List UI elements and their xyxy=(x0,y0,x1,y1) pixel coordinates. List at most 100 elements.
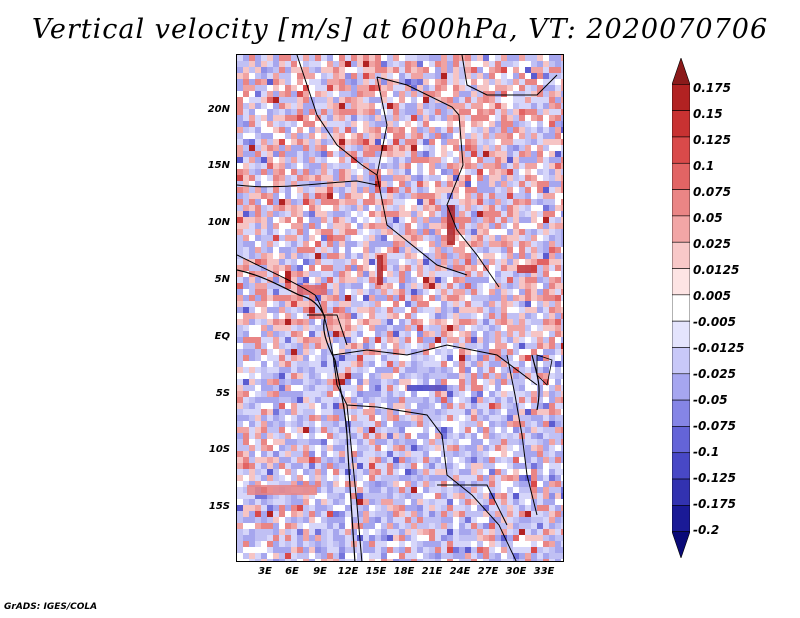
field-cell xyxy=(363,313,369,319)
field-cell xyxy=(285,253,291,259)
field-cell xyxy=(321,217,327,223)
field-cell xyxy=(453,355,459,361)
field-cell xyxy=(477,301,483,307)
field-cell xyxy=(327,397,333,403)
field-cell xyxy=(399,163,405,169)
field-cell xyxy=(387,205,393,211)
field-cell xyxy=(357,397,363,403)
field-cell xyxy=(369,223,375,229)
field-cell xyxy=(561,313,563,319)
field-cell xyxy=(483,451,489,457)
field-cell xyxy=(411,361,417,367)
field-cell xyxy=(303,415,309,421)
field-cell xyxy=(279,427,285,433)
field-cell xyxy=(423,373,429,379)
field-cell xyxy=(285,427,291,433)
field-cell xyxy=(363,247,369,253)
field-cell xyxy=(273,373,279,379)
field-cell xyxy=(531,331,537,337)
field-cell xyxy=(357,79,363,85)
field-cell xyxy=(297,109,303,115)
field-cell xyxy=(333,223,339,229)
field-cell xyxy=(285,115,291,121)
field-cell xyxy=(429,517,435,523)
field-cell xyxy=(525,367,531,373)
field-cell xyxy=(363,271,369,277)
field-cell xyxy=(549,547,555,553)
field-cell xyxy=(291,307,297,313)
field-cell xyxy=(555,421,561,427)
field-cell xyxy=(249,493,255,499)
field-cell xyxy=(249,361,255,367)
field-cell xyxy=(279,529,285,535)
field-cell xyxy=(393,295,399,301)
field-cell xyxy=(273,109,279,115)
field-cell xyxy=(453,103,459,109)
field-cell xyxy=(429,397,435,403)
field-cell xyxy=(345,103,351,109)
lon-tick: 24E xyxy=(449,566,471,577)
field-cell xyxy=(459,271,465,277)
field-cell xyxy=(453,271,459,277)
field-cell xyxy=(315,301,321,307)
field-cell xyxy=(513,427,519,433)
field-cell xyxy=(327,169,333,175)
field-cell xyxy=(411,187,417,193)
field-cell xyxy=(561,547,563,553)
field-cell xyxy=(423,541,429,547)
field-cell xyxy=(489,271,495,277)
field-cell xyxy=(543,307,549,313)
field-cell xyxy=(531,529,537,535)
field-cell xyxy=(357,85,363,91)
colorbar-swatch xyxy=(672,373,690,401)
field-cell xyxy=(471,187,477,193)
field-cell xyxy=(477,295,483,301)
field-cell xyxy=(471,133,477,139)
field-cell xyxy=(489,211,495,217)
colorbar-swatch xyxy=(672,294,690,322)
field-cell xyxy=(489,289,495,295)
field-cell xyxy=(237,61,243,67)
field-cell xyxy=(255,289,261,295)
field-cell xyxy=(321,277,327,283)
field-cell xyxy=(447,55,453,61)
field-cell xyxy=(249,421,255,427)
field-cell xyxy=(279,415,285,421)
field-cell xyxy=(513,151,519,157)
field-cell xyxy=(303,271,309,277)
field-cell xyxy=(381,493,387,499)
field-cell xyxy=(429,307,435,313)
field-cell xyxy=(513,193,519,199)
field-cell xyxy=(393,493,399,499)
field-cell xyxy=(369,319,375,325)
field-cell xyxy=(285,511,291,517)
field-cell xyxy=(555,307,561,313)
field-cell xyxy=(351,481,357,487)
field-cell xyxy=(489,85,495,91)
field-cell xyxy=(549,121,555,127)
field-cell xyxy=(435,61,441,67)
field-cell xyxy=(261,301,267,307)
field-cell xyxy=(291,427,297,433)
field-cell xyxy=(333,301,339,307)
field-cell xyxy=(267,547,273,553)
field-cell xyxy=(327,493,333,499)
field-cell xyxy=(303,235,309,241)
field-cell xyxy=(321,163,327,169)
field-cell xyxy=(555,391,561,397)
field-cell xyxy=(441,235,447,241)
field-cell xyxy=(399,205,405,211)
field-cell xyxy=(351,187,357,193)
field-cell xyxy=(297,241,303,247)
field-cell xyxy=(261,313,267,319)
field-cell xyxy=(471,247,477,253)
field-cell xyxy=(369,247,375,253)
field-cell xyxy=(279,439,285,445)
field-cell xyxy=(267,517,273,523)
field-cell xyxy=(531,457,537,463)
field-cell xyxy=(477,211,483,217)
field-cell xyxy=(315,481,321,487)
field-cell xyxy=(483,337,489,343)
field-cell xyxy=(465,103,471,109)
field-cell xyxy=(507,553,513,559)
